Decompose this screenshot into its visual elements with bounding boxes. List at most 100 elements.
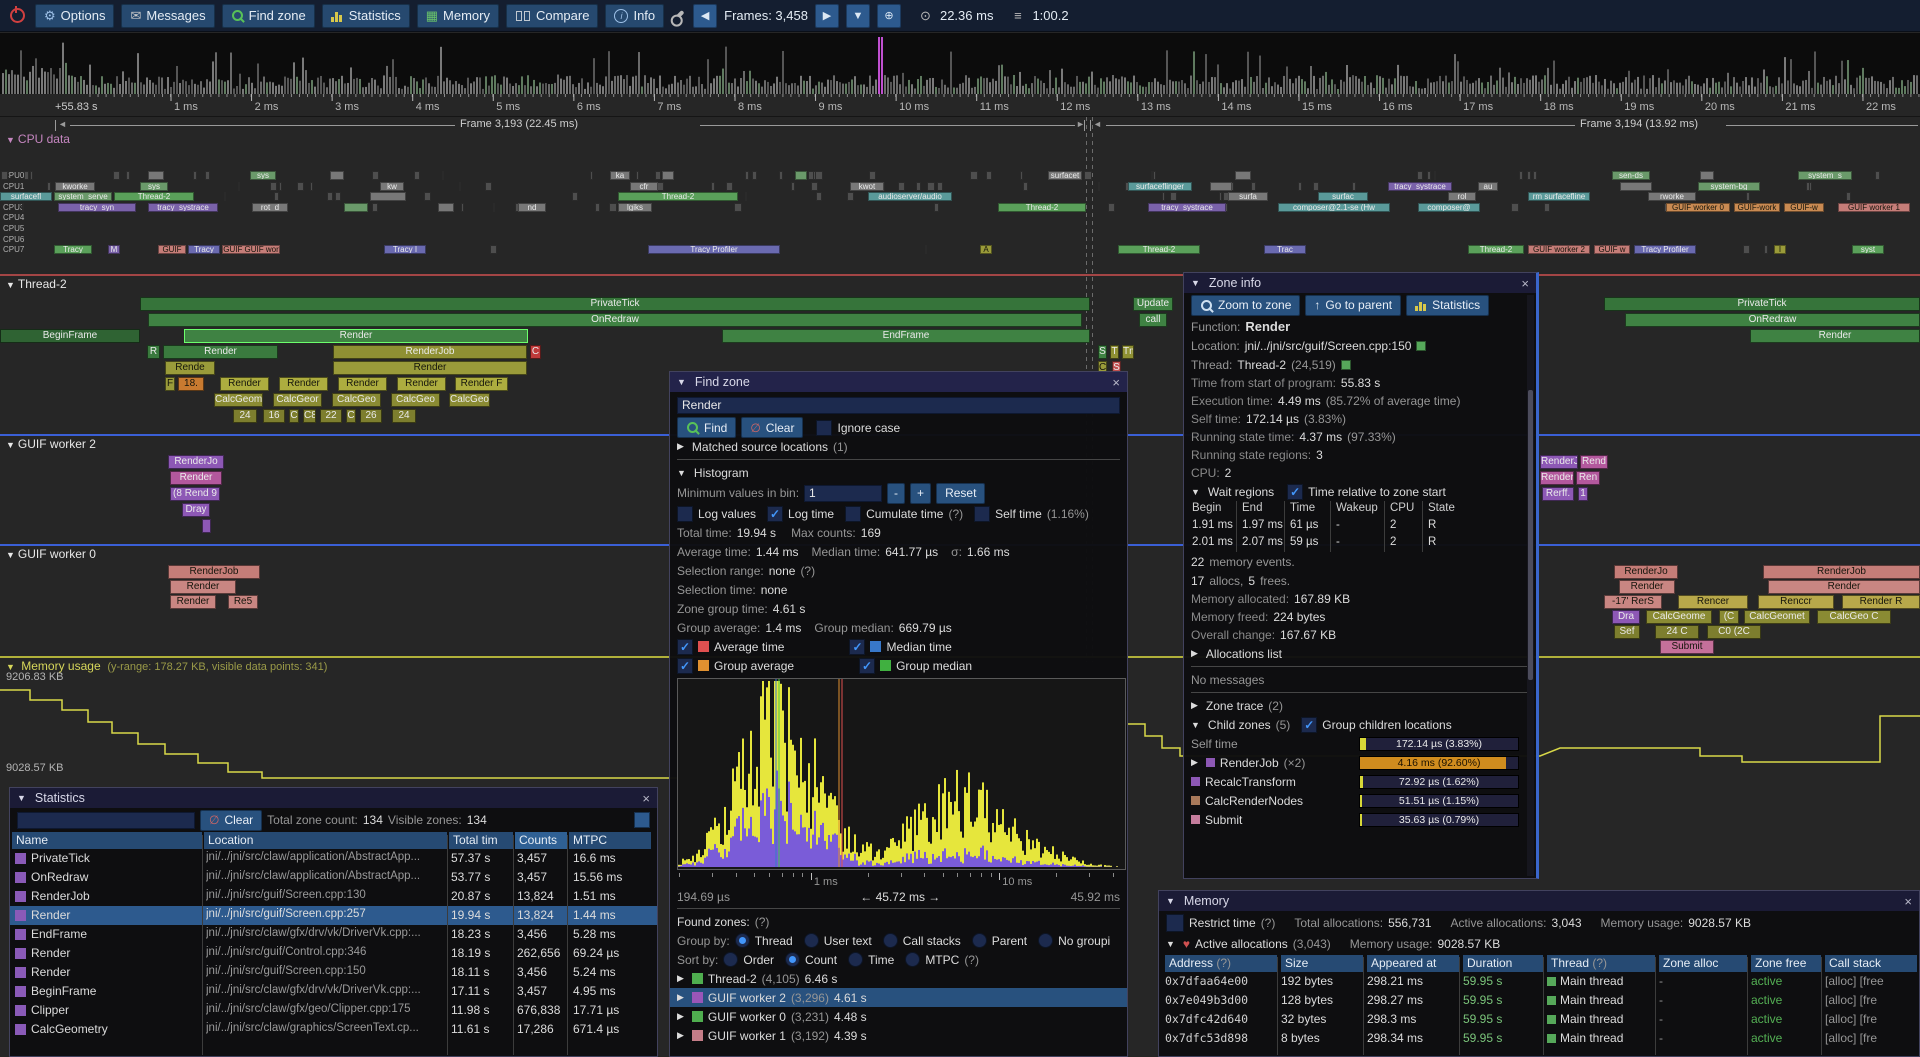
alloc-thread[interactable]: Main thread [1547,974,1623,988]
settings-button[interactable] [634,812,650,828]
close-icon[interactable]: × [1904,893,1912,909]
cpu-zone[interactable] [223,192,227,202]
zone[interactable]: EndFrame [722,329,1090,343]
zone[interactable]: Dray [182,503,210,517]
zone[interactable]: Render [338,377,387,391]
zone[interactable]: C [346,409,356,423]
cpu-zone[interactable]: nd [518,202,546,212]
stat-zone-name[interactable]: Render [31,946,71,960]
wait-column-header[interactable]: CPU [1390,502,1415,514]
zone[interactable]: Ren [1576,471,1600,485]
table-row[interactable]: 0x7dfaa64e00 192 bytes 298.21 ms 59.95 s Mai… [1159,972,1919,991]
cpu-zone[interactable] [460,202,464,212]
alloc-call-stack[interactable]: [alloc] [free [1825,974,1884,988]
close-icon[interactable]: × [1521,275,1529,291]
stat-zone-name[interactable]: RenderJob [31,889,90,903]
zone[interactable]: 24 C [1655,625,1699,639]
cpu-zone[interactable]: system_s [1798,171,1852,180]
zone[interactable]: T [1110,345,1119,359]
zone[interactable]: S [1098,345,1107,359]
cpu-zone[interactable]: tracy_systrace [1388,181,1452,191]
cpu-zone[interactable]: system-bg [1698,181,1760,191]
cpu-zone[interactable] [816,192,823,202]
statistics-button[interactable]: Statistics [1406,294,1490,316]
cpu-zone[interactable]: Tracy [188,245,220,255]
found-zones-thread-row[interactable]: ▶ GUIF worker 0 (3,231) 4.48 s [670,1007,1127,1026]
found-zones-thread-row[interactable]: ▶ GUIF worker 2 (3,296) 4.61 s [670,988,1127,1007]
cpu-zone[interactable] [125,171,131,180]
zone[interactable]: 16 [263,409,285,423]
cpu-zone[interactable] [1107,202,1115,212]
zone[interactable]: RenderJob [1763,565,1920,579]
wait-region-row[interactable]: 2.01 ms 2.07 ms 59 µs - 2 R [1184,535,1536,552]
stat-zone-name[interactable]: EndFrame [31,927,88,941]
cpu-zone[interactable]: kwot [850,181,884,191]
cpu-zone[interactable]: GUIF-w [1784,202,1824,212]
help-icon[interactable]: (?) [964,952,979,967]
table-row[interactable]: Render jni/../jni/src/guif/Control.cpp:34… [10,944,657,963]
cpu-zone[interactable] [21,202,25,212]
cpu-zone[interactable]: sen-ds [1612,171,1650,180]
zone[interactable]: Render R [1842,595,1920,609]
frame-dropdown-button[interactable]: ▼ [845,3,870,28]
cpu-zone[interactable] [23,171,30,180]
zone[interactable]: 22 [320,409,342,423]
cpu-zone[interactable]: Trac [1264,245,1306,255]
cpu-zone[interactable]: composer@ [1418,202,1480,212]
help-icon[interactable]: (?) [800,563,816,578]
cpu-zone[interactable] [414,171,421,180]
zone[interactable]: RenderJo [168,455,224,469]
help-icon[interactable]: (?) [754,914,770,929]
cpu-data-header[interactable]: ▼ CPU data [6,132,70,146]
wait-column-header[interactable]: State [1428,502,1455,514]
cpu-zone[interactable] [778,171,784,180]
cpu-zone[interactable] [986,171,992,180]
zone[interactable]: F [165,377,175,391]
sort-by-radio-order[interactable] [723,952,739,967]
wait-column-header[interactable]: Begin [1192,502,1222,514]
ignore-case-checkbox[interactable] [816,419,833,436]
toolbar-button-statistics[interactable]: Statistics [321,3,410,28]
alloc-appeared-at[interactable]: 298.34 ms [1367,1031,1424,1045]
thread-header-guif-worker-2[interactable]: ▼ GUIF worker 2 [6,437,96,451]
stats-column-header-total-tim[interactable]: Total tim [449,832,513,849]
toolbar-button-memory[interactable]: ▦ Memory [416,3,499,28]
cpu-zone[interactable]: composer@2.1-se (Hw [1278,202,1390,212]
active-allocations-row[interactable]: ▼ ♥ Active allocations (3,043) Memory us… [1159,934,1919,953]
zone[interactable]: C8 [303,409,316,423]
alloc-appeared-at[interactable]: 298.21 ms [1367,974,1424,988]
cpu-zone[interactable]: M [108,245,120,255]
cpu-zone[interactable] [927,181,935,191]
zone[interactable]: Submit [1660,640,1714,654]
find-zone-input[interactable] [677,396,1120,414]
cpu-zone[interactable]: rot_d [252,202,288,212]
cpu-zone[interactable]: surfa [1228,192,1268,202]
child-zones-row[interactable]: ▼ Child zones (5) Group children locatio… [1184,715,1536,734]
cpu-zone[interactable] [205,171,210,180]
cpu-zone[interactable] [458,181,462,191]
frame-label-3193[interactable]: Frame 3,193 (22.45 ms) [460,118,578,130]
zone[interactable]: Render [1750,329,1920,343]
alloc-appeared-at[interactable]: 298.3 ms [1367,1012,1417,1026]
cpu-zone[interactable] [1152,171,1156,180]
alloc-appeared-at[interactable]: 298.27 ms [1367,993,1424,1007]
clear-filter-button[interactable]: ∅ Clear [200,809,263,831]
cpu-zone[interactable] [811,181,818,191]
legend-checkbox-group-median[interactable] [859,657,876,674]
table-row[interactable]: RenderJob jni/../jni/src/guif/Screen.cpp:… [10,887,657,906]
zone[interactable]: OnRedraw [1625,313,1920,327]
table-row[interactable]: PrivateTick jni/../jni/src/claw/applicati… [10,849,657,868]
cpu-zone[interactable] [609,202,617,212]
cpu-zone[interactable] [344,202,368,212]
cpu-zone[interactable]: syst [1852,245,1884,255]
cpu-zone[interactable]: kworke [55,181,95,191]
zone[interactable]: Render F [455,377,508,391]
cpu-zone[interactable]: tracy_systrace [1148,202,1226,212]
zone[interactable]: RenderJob [333,345,527,359]
cpu-zone[interactable] [310,181,313,191]
cpu-zone[interactable] [662,171,674,180]
alloc-address[interactable]: 0x7dfaa64e00 [1165,974,1249,988]
min-bin-increase-button[interactable]: + [910,482,932,504]
wait-column-header[interactable]: Time [1290,502,1316,514]
cpu-zone[interactable] [1845,192,1851,202]
